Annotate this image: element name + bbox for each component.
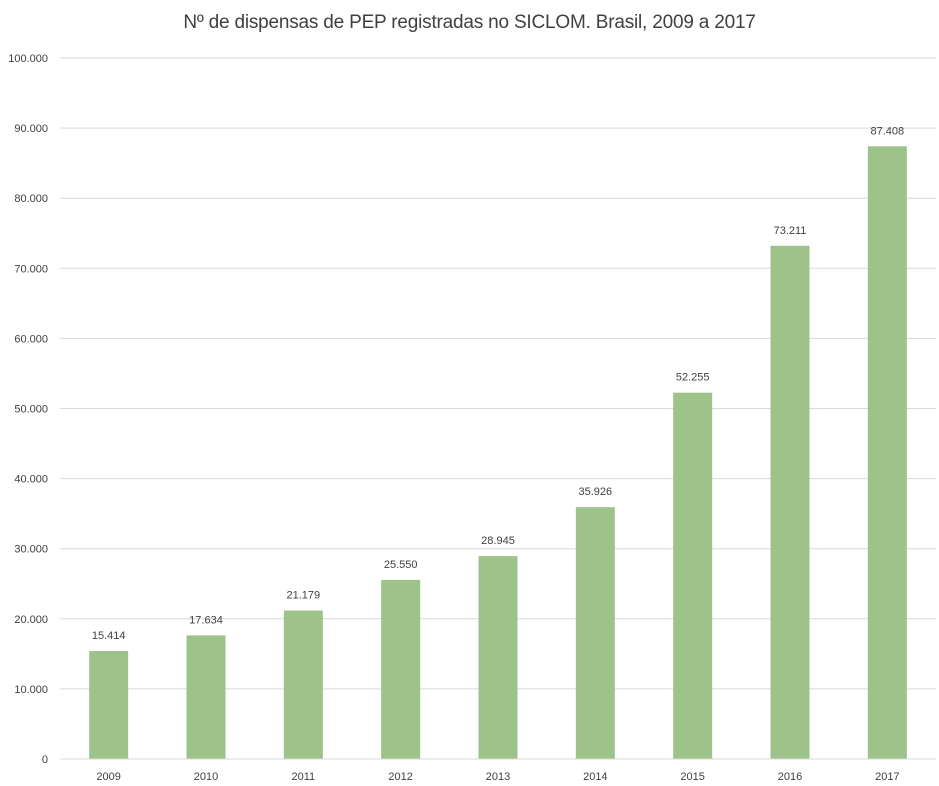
- y-tick-label: 60.000: [14, 333, 48, 345]
- x-tick-label: 2016: [778, 771, 802, 783]
- y-tick-label: 40.000: [14, 474, 48, 486]
- y-axis-tick-labels: 0 10.000 20.000 30.000 40.000 50.000 60.000 70.…: [8, 53, 48, 766]
- y-tick-label: 100.000: [8, 53, 48, 65]
- x-tick-label: 2011: [292, 771, 316, 783]
- data-label-2016: 73.211: [774, 225, 807, 237]
- y-tick-label: 90.000: [14, 123, 48, 135]
- bars: [89, 146, 907, 760]
- y-tick-label: 0: [42, 754, 48, 766]
- chart-title: Nº de dispensas de PEP registradas no SI…: [183, 12, 756, 33]
- bar-2016: [770, 245, 810, 759]
- data-label-2013: 28.945: [481, 535, 515, 547]
- bar-2017: [867, 146, 907, 760]
- bar-2010: [186, 635, 226, 759]
- x-tick-label: 2012: [388, 771, 412, 783]
- y-tick-label: 50.000: [14, 404, 48, 416]
- y-tick-label: 80.000: [14, 193, 48, 205]
- data-label-2012: 25.550: [384, 559, 418, 571]
- bar-2009: [89, 650, 129, 759]
- x-tick-label: 2015: [680, 771, 704, 783]
- data-label-2017: 87.408: [871, 125, 905, 137]
- bar-2011: [283, 610, 323, 759]
- y-tick-label: 70.000: [14, 263, 48, 275]
- data-label-2015: 52.255: [676, 372, 710, 384]
- y-tick-label: 20.000: [14, 614, 48, 626]
- data-label-2010: 17.634: [189, 614, 223, 626]
- bar-2015: [673, 392, 713, 759]
- bar-2013: [478, 556, 518, 759]
- x-tick-label: 2013: [486, 771, 510, 783]
- x-tick-label: 2017: [875, 771, 899, 783]
- bar-2012: [381, 579, 421, 759]
- bar-2014: [575, 507, 615, 759]
- data-labels: 15.414 17.634 21.179 25.550 28.945 35.926 52.2…: [92, 125, 904, 642]
- x-axis-tick-labels: 2009 2010 2011 2012 2013 2014 2015 2016 2017: [96, 771, 899, 783]
- x-tick-label: 2009: [96, 771, 120, 783]
- x-tick-label: 2010: [194, 771, 218, 783]
- data-label-2009: 15.414: [92, 630, 126, 642]
- data-label-2011: 21.179: [287, 590, 321, 602]
- y-tick-label: 30.000: [14, 544, 48, 556]
- y-tick-label: 10.000: [14, 684, 48, 696]
- x-tick-label: 2014: [583, 771, 607, 783]
- data-label-2014: 35.926: [579, 486, 613, 498]
